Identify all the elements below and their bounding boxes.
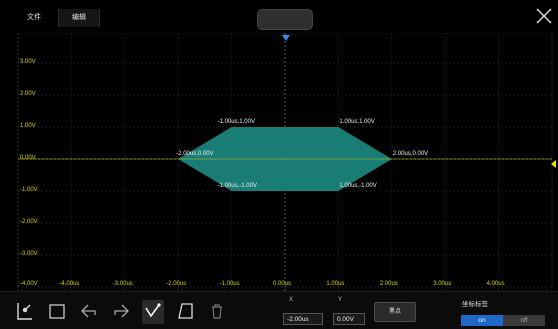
rectangle-icon[interactable]: [46, 300, 68, 324]
x-axis-label: -4.00us: [59, 281, 80, 287]
y-axis-label: -1.00V: [20, 187, 38, 193]
edit-menu[interactable]: 编辑: [58, 9, 100, 27]
x-axis-label: 0.00us: [273, 281, 292, 287]
y-axis-label: -4.00V: [20, 281, 38, 287]
point-edit-icon[interactable]: [14, 300, 36, 324]
toggle-on-option[interactable]: on: [461, 315, 503, 326]
plot-canvas[interactable]: [0, 33, 558, 291]
close-icon[interactable]: [534, 6, 554, 26]
coordinate-label-title: 坐标标签: [462, 301, 488, 308]
polygon-icon[interactable]: [174, 300, 196, 324]
y-axis-label: 0.00V: [20, 155, 36, 161]
vertex-label: -1.00us,1.00V: [217, 119, 255, 125]
vertex-label: -2.00us,0.00V: [176, 151, 214, 157]
delete-icon[interactable]: [206, 300, 228, 324]
y-axis-label: 2.00V: [20, 91, 36, 97]
vertex-label: 1.00us,-1.00V: [339, 183, 377, 189]
set-point-button[interactable]: 黑点: [374, 302, 416, 322]
x-axis-label: -2.00us: [166, 281, 187, 287]
vertex-label: -1.00us,-1.00V: [217, 183, 257, 189]
y-axis-label: 3.00V: [20, 59, 36, 65]
x-axis-label: 3.00us: [433, 281, 452, 287]
y-axis-label: -2.00V: [20, 219, 38, 225]
bottom-toolbar: X -2.00us Y 0.00V 黑点 坐标标签 on off: [0, 291, 558, 329]
x-axis-label: -1.00us: [219, 281, 240, 287]
file-menu[interactable]: 文件: [27, 14, 41, 21]
undo-icon[interactable]: [78, 300, 100, 324]
trigger-level-icon: [551, 160, 556, 168]
mode-pill-button[interactable]: [257, 9, 313, 30]
y-label: Y: [338, 297, 343, 303]
coordinate-label-toggle[interactable]: on off: [461, 315, 545, 326]
y-coordinate-field[interactable]: 0.00V: [333, 313, 365, 325]
y-axis-label: -3.00V: [20, 251, 38, 257]
top-bar: 文件 编辑: [0, 0, 558, 32]
y-axis-label: 1.00V: [20, 123, 36, 129]
x-label: X: [289, 297, 294, 303]
plot-grid: [17, 33, 553, 291]
trigger-position-icon: [282, 35, 290, 41]
vertex-label: 1.00us,1.00V: [339, 119, 375, 125]
vertex-label: 2.00us,0.00V: [392, 151, 429, 157]
draw-tool-icon[interactable]: [142, 300, 164, 324]
mask-plot[interactable]: 3.00V 2.00V 1.00V 0.00V -1.00V -2.00V -3.00V -4…: [0, 33, 558, 291]
toggle-off-option[interactable]: off: [503, 315, 545, 326]
x-coordinate-field[interactable]: -2.00us: [283, 313, 323, 325]
x-axis-label: 4.00us: [486, 281, 505, 287]
redo-icon[interactable]: [110, 300, 132, 324]
x-axis-label: 2.00us: [379, 281, 398, 287]
x-axis-label: 1.00us: [326, 281, 345, 287]
x-axis-label: -3.00us: [112, 281, 133, 287]
